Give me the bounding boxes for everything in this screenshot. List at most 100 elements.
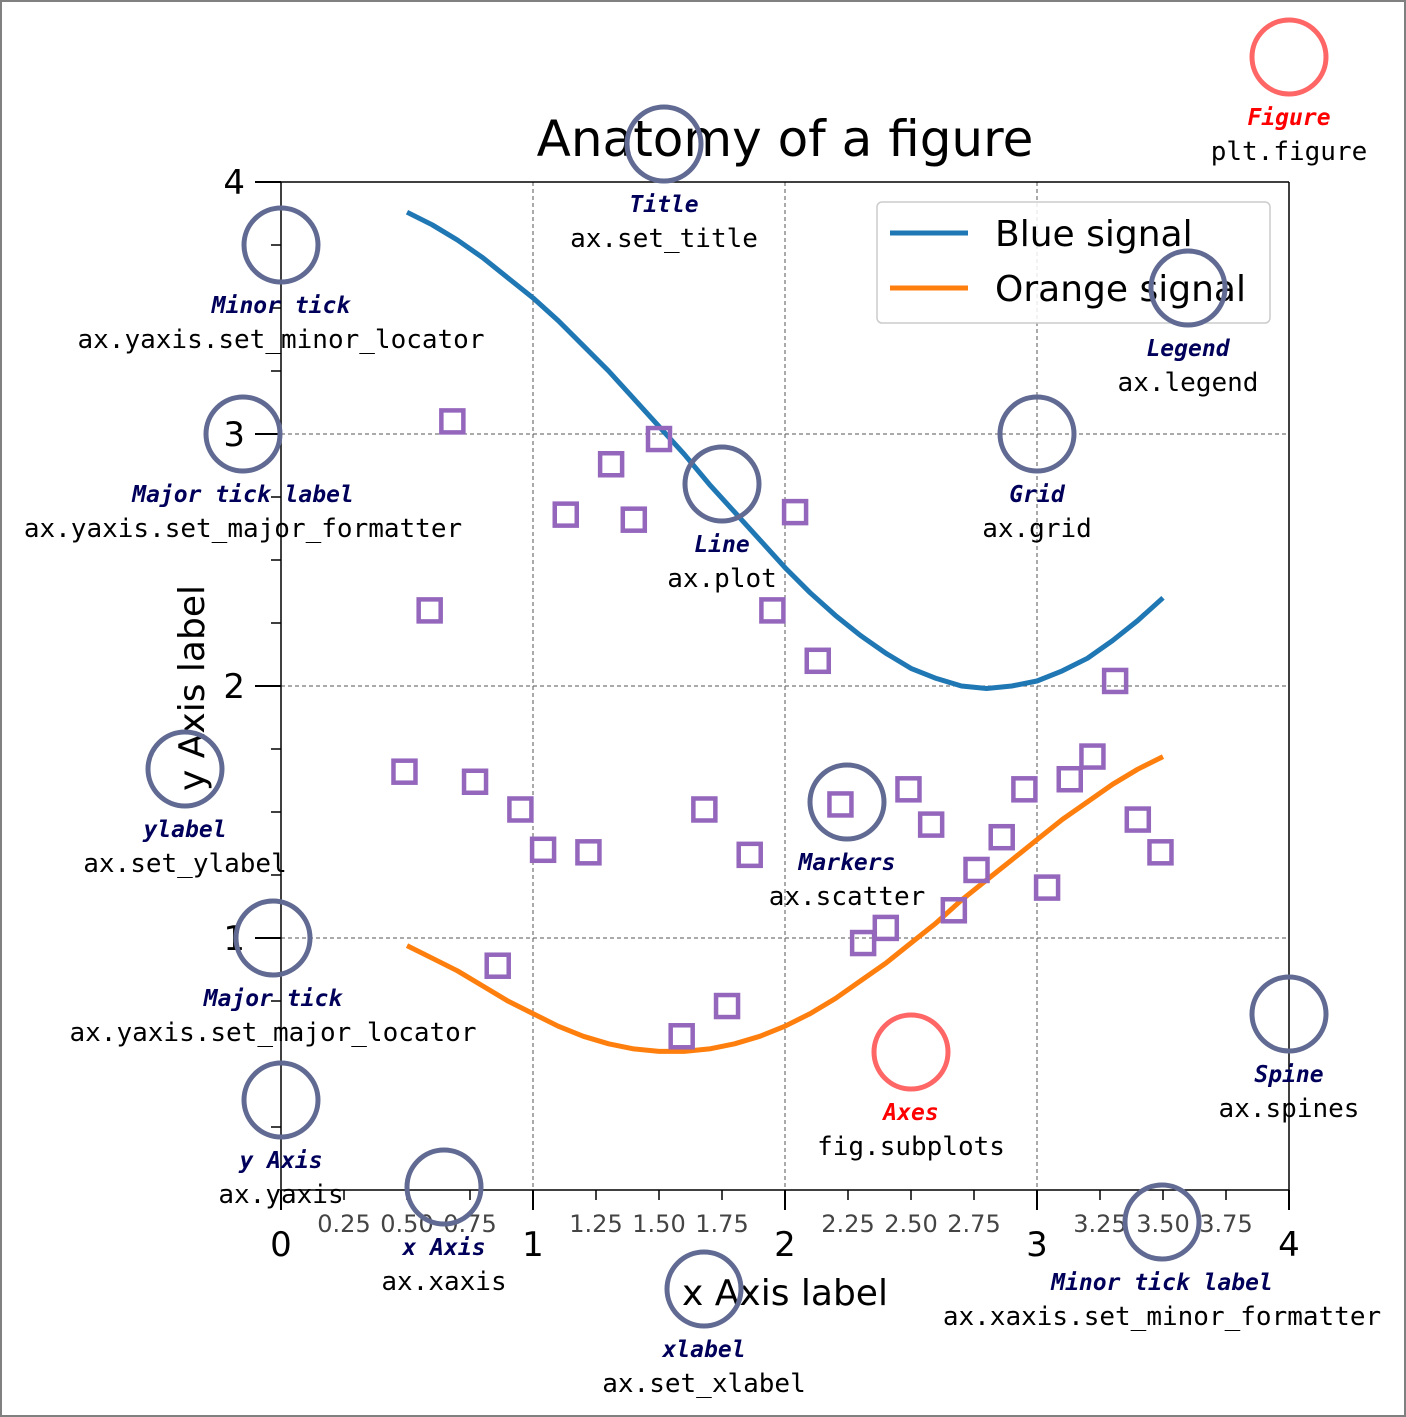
scatter-marker — [804, 647, 832, 675]
annotation-circle-x-axis — [404, 1147, 484, 1227]
annotation-title-spine: Spine — [1254, 1062, 1323, 1088]
annotation-code-axes: fig.subplots — [817, 1132, 1005, 1162]
annotation-title-xlabel: xlabel — [661, 1337, 745, 1363]
scatter-marker — [713, 992, 741, 1020]
annotation-title-markers: Markers — [798, 850, 896, 876]
annotation-circle-y-axis — [241, 1060, 321, 1140]
annotation-code-minor-tick-label: ax.xaxis.set_minor_formatter — [943, 1302, 1381, 1332]
scatter-marker — [736, 841, 763, 869]
annotation-title-line: Line — [694, 532, 749, 558]
annotation-circle-figure — [1249, 17, 1329, 97]
annotation-code-markers: ax.scatter — [769, 882, 926, 912]
chart-title: Anatomy of a figure — [537, 110, 1034, 168]
scatter-marker — [781, 498, 809, 526]
y-major-tick-label: 3 — [223, 415, 245, 455]
x-major-tick-label: 0 — [270, 1225, 292, 1265]
x-minor-tick-label: 1.50 — [632, 1210, 685, 1238]
x-minor-tick-label: 1.75 — [695, 1210, 748, 1238]
legend: Blue signal Orange signal — [876, 201, 1271, 324]
annotation-code-y-axis: ax.yaxis — [218, 1180, 343, 1210]
scatter-marker — [963, 856, 990, 884]
annotation-code-figure: plt.figure — [1211, 137, 1368, 167]
x-major-tick-label: 1 — [522, 1225, 544, 1265]
y-major-tick-label: 4 — [223, 163, 245, 203]
x-minor-tick-label: 2.75 — [947, 1210, 1000, 1238]
x-major-tick-label: 3 — [1026, 1225, 1048, 1265]
grid-lines — [281, 182, 1289, 1190]
scatter-marker — [759, 597, 786, 624]
x-minor-tick-label: 0.50 — [380, 1210, 433, 1238]
annotation-circle-major-tick-label — [203, 394, 283, 474]
x-minor-tick-label: 2.50 — [884, 1210, 937, 1238]
annotation-circle-ylabel — [145, 729, 225, 809]
annotation-code-spine: ax.spines — [1219, 1094, 1360, 1124]
x-minor-tick-label: 3.25 — [1073, 1210, 1126, 1238]
annotation-title-axes: Axes — [881, 1100, 938, 1126]
scatter-marker — [597, 450, 625, 478]
scatter-marker — [1147, 839, 1174, 866]
annotation-code-title: ax.set_title — [570, 224, 758, 254]
series-line-1 — [405, 754, 1165, 1054]
scatter-marker — [1079, 743, 1106, 770]
annotation-title-major-tick-label: Major tick label — [131, 482, 354, 508]
scatter-marker — [917, 811, 945, 838]
scatter-marker — [620, 506, 648, 533]
scatter-marker — [1101, 667, 1129, 695]
x-minor-tick-label: 1.25 — [569, 1210, 622, 1238]
x-major-tick-label: 2 — [774, 1225, 796, 1265]
annotations: Figure plt.figure Title ax.set_title Minor t… — [24, 17, 1381, 1399]
annotation-code-major-tick: ax.yaxis.set_major_locator — [70, 1018, 477, 1048]
annotation-circle-major-tick — [233, 898, 313, 978]
annotation-title-legend: Legend — [1146, 336, 1230, 362]
annotation-code-line: ax.plot — [667, 564, 777, 594]
annotation-code-major-tick-label: ax.yaxis.set_major_formatter — [24, 514, 462, 544]
annotation-code-grid: ax.grid — [982, 514, 1092, 544]
scatter-marker — [391, 758, 418, 785]
annotation-circle-xlabel — [664, 1249, 744, 1329]
scatter-marker — [668, 1023, 695, 1050]
scatter-marker — [1124, 806, 1152, 833]
annotation-code-ylabel: ax.set_ylabel — [83, 849, 287, 879]
annotation-circle-spine — [1249, 974, 1329, 1054]
series-line-0 — [405, 209, 1165, 691]
x-minor-tick-label: 2.25 — [821, 1210, 874, 1238]
annotation-code-legend: ax.legend — [1118, 368, 1259, 398]
axes-frame: 0 1 2 3 40.25 0.50 0.75 1.25 1.50 1.75 2.25 2.50 2.7… — [223, 163, 1299, 1265]
annotation-title-major-tick: Major tick — [203, 986, 344, 1012]
y-major-tick-label: 2 — [223, 667, 245, 707]
scatter-marker — [1033, 874, 1061, 901]
scatter-marker — [872, 914, 900, 942]
scatter-marker — [1056, 765, 1084, 793]
annotation-title-title: Title — [629, 192, 698, 218]
scatter-marker — [575, 839, 602, 866]
annotation-circle-minor-tick — [241, 205, 321, 285]
x-minor-tick-label: 3.75 — [1199, 1210, 1252, 1238]
annotation-circle-minor-tick-label — [1122, 1182, 1202, 1262]
legend-entry-1: Orange signal — [995, 269, 1246, 310]
scatter-marker — [1011, 776, 1038, 803]
annotation-circle-axes — [871, 1012, 951, 1092]
y-axis-label: y Axis label — [172, 585, 213, 791]
annotation-circle-legend — [1148, 248, 1228, 328]
x-minor-tick-label: 0.25 — [317, 1210, 370, 1238]
scatter-marker — [507, 796, 534, 823]
scatter-marker — [461, 768, 489, 796]
scatter-marker — [895, 776, 922, 803]
scatter-marker — [529, 836, 557, 864]
x-major-tick-label: 4 — [1278, 1225, 1300, 1265]
scatter-marker — [827, 791, 854, 818]
annotation-circle-title — [624, 104, 704, 184]
scatter-marker — [849, 929, 877, 957]
legend-entry-0: Blue signal — [995, 214, 1193, 255]
annotation-title-ylabel: ylabel — [141, 817, 226, 843]
annotation-title-figure: Figure — [1247, 105, 1330, 131]
annotation-circle-grid — [997, 394, 1077, 474]
legend-box — [876, 201, 1271, 324]
annotation-code-x-axis: ax.xaxis — [381, 1267, 506, 1297]
plot-series — [391, 209, 1174, 1054]
annotation-code-minor-tick: ax.yaxis.set_minor_locator — [78, 325, 485, 355]
x-axis-label: x Axis label — [682, 1273, 888, 1314]
annotation-title-grid: Grid — [1009, 482, 1066, 508]
scatter-marker — [416, 597, 443, 624]
annotation-title-y-axis: y Axis — [237, 1148, 322, 1174]
